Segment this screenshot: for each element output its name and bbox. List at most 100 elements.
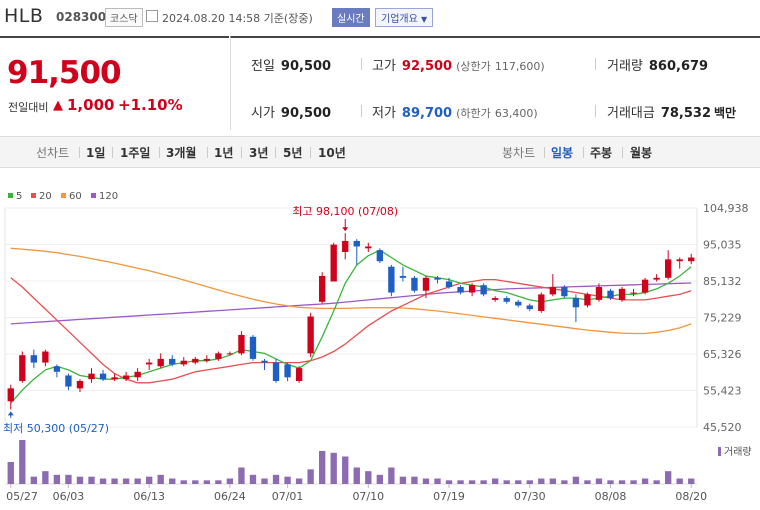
min-annotation: 최저 50,300 (05/27): [3, 422, 109, 435]
chart-tabs: 선차트 1일 1주일 3개월 1년 3년 5년 10년 봉차트 일봉 주봉 월봉: [0, 136, 760, 168]
chevron-down-icon: ▼: [421, 15, 428, 24]
tab-3m[interactable]: 3개월: [166, 146, 197, 160]
legend-label: 120: [99, 191, 118, 202]
candle: [365, 246, 372, 249]
ma120-line: [10, 282, 692, 325]
volume-bar: [19, 440, 26, 484]
candle: [480, 285, 487, 295]
candle: [445, 281, 453, 288]
candle: [353, 240, 360, 247]
price-summary: 91,500 전일대비 ▲ 1,000 +1.10%: [0, 36, 229, 130]
volume-bar: [272, 474, 280, 484]
tab-weekly[interactable]: 주봉: [590, 146, 613, 160]
calendar-icon: [146, 10, 158, 22]
candle: [688, 257, 695, 262]
candle: [457, 287, 464, 293]
candle: [664, 259, 672, 278]
stat-value: 89,700: [401, 106, 453, 121]
candle: [526, 305, 533, 310]
candle: [388, 266, 395, 293]
volume-bar: [468, 480, 476, 484]
candle: [515, 301, 522, 306]
volume-bar: [515, 480, 522, 484]
legend-label: 5: [16, 191, 22, 202]
realtime-button[interactable]: 실시간: [332, 8, 370, 27]
candle: [572, 298, 580, 308]
candle: [434, 277, 441, 280]
volume-bar: [526, 480, 533, 484]
candle: [411, 277, 418, 291]
stat-label: 저가: [372, 106, 396, 121]
volume-bar: [76, 476, 84, 484]
stat-high: 고가 92,500 (상한가 117,600): [372, 55, 545, 74]
candle: [169, 358, 176, 365]
volume-bar: [215, 480, 222, 484]
tab-10y[interactable]: 10년: [318, 146, 346, 160]
legend-swatch: [31, 193, 36, 198]
x-tick-label: 07/19: [433, 490, 465, 503]
tab-daily[interactable]: 일봉: [551, 146, 574, 160]
tab-1w[interactable]: 1주일: [120, 146, 151, 160]
volume-bar: [226, 478, 234, 484]
legend-swatch: [91, 193, 96, 198]
volume-bar: [249, 474, 257, 484]
candle: [284, 364, 291, 378]
market-badge: 코스닥: [105, 8, 143, 27]
y-tick-label: 45,520: [703, 421, 742, 434]
y-tick-label: 95,035: [703, 239, 742, 252]
candle: [226, 353, 234, 355]
x-tick-label: 07/30: [514, 490, 546, 503]
tab-5y[interactable]: 5년: [283, 146, 303, 160]
candle: [584, 294, 591, 306]
tab-1d[interactable]: 1일: [86, 146, 106, 160]
candle: [538, 294, 545, 311]
candle: [238, 334, 245, 354]
volume-bar: [65, 474, 72, 484]
tab-monthly[interactable]: 월봉: [630, 146, 653, 160]
tab-3y[interactable]: 3년: [249, 146, 269, 160]
ma5-line: [10, 249, 692, 404]
x-tick-label: 07/01: [272, 490, 304, 503]
volume-bar: [7, 462, 14, 484]
volume-bar: [261, 478, 268, 484]
volume-bar: [572, 476, 580, 484]
x-tick-label: 06/13: [133, 490, 165, 503]
candle: [180, 360, 187, 365]
ma-legend: 5 20 60 120: [8, 191, 118, 202]
candle: [42, 351, 49, 363]
volume-bar: [330, 452, 337, 484]
volume-bar: [318, 451, 326, 484]
legend-swatch: [8, 193, 13, 198]
volume-bar: [307, 469, 314, 484]
stat-sub-value: 117,600): [494, 60, 545, 73]
candle: [342, 240, 349, 253]
legend-label: 60: [69, 191, 82, 202]
volume-bar: [584, 480, 591, 484]
company-info-dropdown[interactable]: 기업개요 ▼: [375, 8, 434, 27]
tab-1y[interactable]: 1년: [214, 146, 234, 160]
stat-label: 거래대금: [607, 106, 655, 121]
candle: [261, 360, 268, 363]
volume-bar: [491, 478, 499, 484]
y-tick-label: 75,229: [703, 312, 742, 325]
volume-bar: [664, 471, 672, 484]
volume-bar: [388, 467, 395, 484]
volume-bar: [618, 480, 626, 484]
candle: [641, 279, 649, 293]
candle: [330, 244, 337, 282]
line-chart-label: 선차트: [36, 146, 70, 160]
candle: [653, 277, 660, 280]
candle: [676, 259, 683, 262]
volume-bar: [688, 478, 695, 484]
y-axis: 104,938 95,035 85,132 75,229 65,326 55,423 45,…: [703, 202, 749, 434]
candle: [318, 275, 326, 302]
volume-bar: [30, 476, 38, 484]
candle: [192, 358, 199, 363]
stat-unit: 백만: [714, 106, 737, 120]
change-amount: 1,000: [67, 96, 115, 114]
candle: [607, 290, 614, 299]
volume-bar: [399, 476, 407, 484]
stat-sub-label: (하한가: [456, 107, 491, 120]
candle: [111, 377, 118, 380]
